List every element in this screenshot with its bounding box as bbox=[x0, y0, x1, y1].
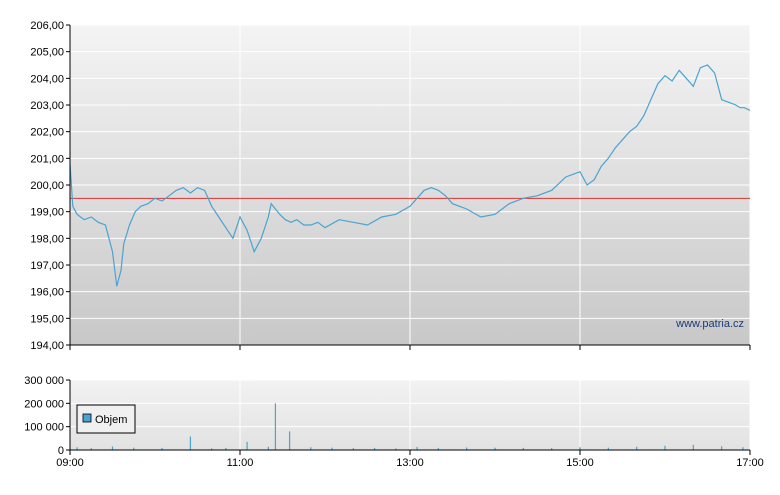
price-y-tick-label: 195,00 bbox=[30, 313, 64, 325]
watermark: www.patria.cz bbox=[675, 318, 744, 330]
x-tick-label: 13:00 bbox=[396, 457, 424, 469]
x-tick-label: 11:00 bbox=[227, 457, 254, 469]
legend-label: Objem bbox=[95, 414, 127, 426]
volume-y-tick-label: 0 bbox=[58, 445, 64, 457]
price-y-tick-label: 203,00 bbox=[30, 100, 64, 112]
price-y-tick-label: 205,00 bbox=[30, 47, 64, 59]
x-tick-label: 15:00 bbox=[566, 457, 594, 469]
price-y-tick-label: 194,00 bbox=[30, 340, 64, 352]
price-y-tick-label: 204,00 bbox=[30, 73, 64, 85]
legend-swatch bbox=[82, 413, 92, 423]
volume-y-tick-label: 200 000 bbox=[24, 398, 64, 410]
price-y-tick-label: 201,00 bbox=[30, 153, 64, 165]
volume-y-tick-label: 100 000 bbox=[24, 422, 64, 434]
price-y-tick-label: 198,00 bbox=[30, 233, 64, 245]
price-panel: 194,00 195,00 196,00 197,00 198,00 199,00 200,… bbox=[30, 20, 751, 352]
x-tick-label: 09:00 bbox=[56, 457, 84, 469]
price-y-tick-label: 199,00 bbox=[30, 207, 64, 219]
volume-legend: Objem bbox=[76, 404, 136, 434]
x-tick-label: 17:00 bbox=[736, 457, 764, 469]
volume-panel: 0 100 000 200 000 300 000 09:00 11:00 13:00 15:… bbox=[24, 375, 764, 469]
volume-y-tick-label: 300 000 bbox=[24, 375, 64, 387]
price-y-tick-label: 196,00 bbox=[30, 287, 64, 299]
price-y-tick-label: 197,00 bbox=[30, 260, 64, 272]
price-y-tick-label: 202,00 bbox=[30, 127, 64, 139]
price-line bbox=[69, 64, 751, 287]
price-y-tick-label: 200,00 bbox=[30, 180, 64, 192]
price-y-tick-label: 206,00 bbox=[30, 20, 64, 32]
